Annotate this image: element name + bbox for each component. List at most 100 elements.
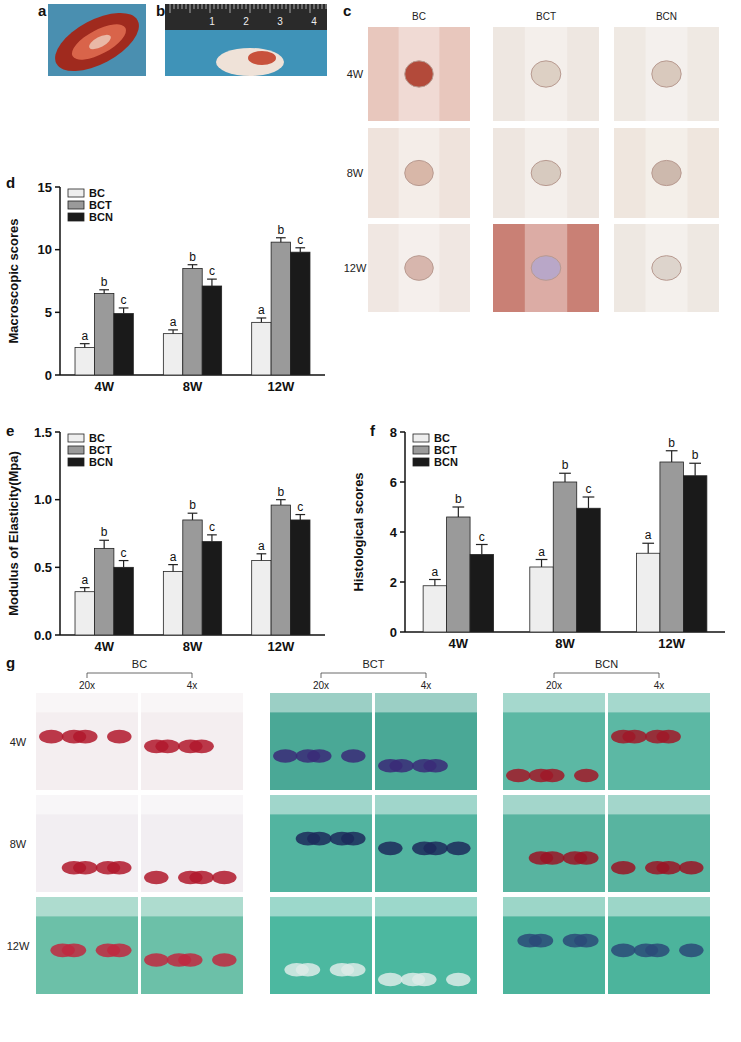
mark-labels: aaabbbccc bbox=[81, 485, 303, 587]
ruler-tick bbox=[310, 4, 311, 13]
significance-letter: c bbox=[585, 482, 591, 496]
significance-letter: b bbox=[189, 250, 196, 264]
histology-cell bbox=[36, 795, 138, 892]
ruler-tick bbox=[206, 4, 207, 9]
bar bbox=[252, 322, 271, 375]
photo-detail bbox=[248, 51, 276, 65]
defect-site bbox=[405, 61, 434, 87]
bracket bbox=[87, 673, 192, 678]
error-stem bbox=[192, 513, 193, 520]
photo-cell bbox=[614, 224, 719, 312]
error-bar bbox=[99, 540, 109, 548]
photo-detail bbox=[375, 897, 477, 916]
histology-cell bbox=[503, 897, 605, 994]
error-cap bbox=[80, 343, 90, 344]
error-bar bbox=[276, 238, 286, 242]
photo-detail bbox=[563, 934, 587, 948]
histology-cell bbox=[141, 693, 243, 790]
error-stem bbox=[211, 279, 212, 286]
error-stem bbox=[541, 560, 542, 568]
error-cap bbox=[429, 579, 441, 580]
bar bbox=[183, 268, 202, 375]
photo-detail bbox=[270, 897, 372, 916]
error-stem bbox=[123, 308, 124, 314]
significance-letter: a bbox=[81, 329, 88, 343]
error-stem bbox=[211, 535, 212, 542]
x-tick-label: 12W bbox=[658, 636, 685, 651]
histology-cell bbox=[375, 693, 477, 790]
error-bar bbox=[559, 473, 571, 482]
ruler-tick bbox=[302, 4, 303, 9]
panel-label: d bbox=[6, 174, 15, 191]
mark-labels: aaabbbccb bbox=[432, 436, 699, 579]
legend: BCBCTBCN bbox=[68, 432, 113, 468]
ruler-tick bbox=[286, 4, 287, 9]
photo-detail bbox=[503, 897, 605, 916]
panel-label: g bbox=[6, 654, 15, 671]
error-stem bbox=[300, 515, 301, 520]
significance-letter: a bbox=[258, 303, 265, 317]
error-cap bbox=[168, 564, 178, 565]
legend-swatch bbox=[68, 458, 84, 466]
histology-cell bbox=[270, 693, 372, 790]
photo-detail bbox=[608, 693, 710, 712]
ruler-tick bbox=[250, 4, 251, 13]
legend-swatch bbox=[68, 189, 84, 197]
y-axis bbox=[404, 432, 406, 632]
photo-detail bbox=[506, 769, 530, 783]
photo-detail bbox=[96, 861, 120, 875]
error-stem bbox=[261, 318, 262, 322]
photo-detail bbox=[273, 749, 297, 763]
histology-cell bbox=[375, 897, 477, 994]
error-bar bbox=[99, 290, 109, 294]
histology-cell bbox=[503, 795, 605, 892]
error-stem bbox=[300, 248, 301, 252]
significance-letter: a bbox=[170, 550, 177, 564]
error-stem bbox=[481, 545, 482, 555]
bracket bbox=[554, 673, 659, 678]
bar bbox=[470, 555, 493, 633]
histology-cell bbox=[141, 795, 243, 892]
photo-detail bbox=[67, 17, 131, 66]
ruler-tick bbox=[318, 4, 319, 9]
ruler-number: 1 bbox=[209, 16, 215, 27]
ruler-tick bbox=[266, 4, 267, 9]
error-bar bbox=[257, 318, 267, 322]
y-axis-label: Modulus of Elasticity(Mpa) bbox=[6, 451, 21, 616]
bar bbox=[163, 334, 182, 375]
photo-detail bbox=[36, 897, 138, 916]
bar-chart: 02468Histological scores4W8W12Waaabbbccb… bbox=[351, 425, 725, 652]
ruler-number: 4 bbox=[311, 16, 317, 27]
error-cap bbox=[295, 514, 305, 515]
histology-cell bbox=[270, 897, 372, 994]
marks bbox=[75, 238, 310, 375]
ruler-tick bbox=[326, 4, 327, 9]
photo-detail bbox=[646, 27, 688, 121]
photo-detail bbox=[141, 897, 243, 916]
photo-detail bbox=[96, 944, 120, 958]
legend-label: BCT bbox=[89, 444, 112, 456]
significance-letter: a bbox=[645, 528, 652, 542]
y-tick-label: 8 bbox=[390, 425, 397, 440]
photo-detail bbox=[401, 973, 425, 987]
error-bar bbox=[168, 330, 178, 334]
magnification-label: 20x bbox=[79, 680, 95, 691]
photo-detail bbox=[212, 871, 236, 885]
error-bar bbox=[80, 344, 90, 348]
legend-label: BCT bbox=[434, 444, 457, 456]
histology-cell bbox=[141, 897, 243, 994]
photo-detail bbox=[646, 224, 688, 312]
error-cap bbox=[642, 543, 654, 544]
y-tick-label: 0.5 bbox=[34, 560, 52, 575]
ruler-tick bbox=[230, 4, 231, 13]
error-bar bbox=[583, 497, 595, 508]
legend-swatch bbox=[68, 434, 84, 442]
panel-label: e bbox=[6, 422, 14, 439]
magnification-label: 4x bbox=[187, 680, 198, 691]
error-stem bbox=[695, 463, 696, 476]
x-tick-label: 8W bbox=[183, 639, 203, 654]
error-cap bbox=[536, 559, 548, 560]
ruler-tick bbox=[254, 4, 255, 9]
photo-detail bbox=[167, 953, 191, 967]
ruler-tick bbox=[214, 4, 215, 9]
